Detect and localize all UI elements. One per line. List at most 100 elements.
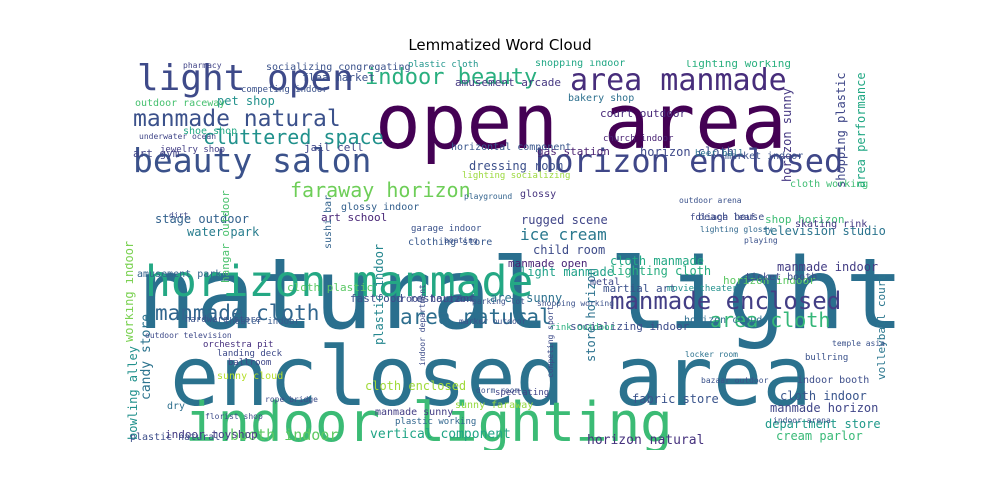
word-dirt: dirt: [169, 211, 188, 220]
word-faraway-horizon: faraway horizon: [290, 178, 471, 202]
word-orchestra-pit: orchestra pit: [203, 340, 273, 350]
word-manmade-natural: manmade natural: [133, 106, 341, 132]
word-enclosed-area: enclosed area: [170, 330, 812, 425]
word-sunny-faraway: sunny faraway: [455, 400, 533, 411]
word-indoor-department: indoor department: [418, 284, 427, 366]
word-child-room: child room: [533, 243, 605, 257]
word-indoor-booth: indoor booth: [797, 375, 869, 386]
word-indoor-toyshop: indoor toyshop: [165, 428, 258, 441]
word-beer-hall: beer hall: [695, 149, 744, 159]
word-flea-market: flea market: [302, 71, 375, 84]
word-art-gym: art gym: [133, 147, 180, 160]
word-shopping-working: shopping working: [537, 299, 614, 308]
word-volleyball-court: volleyball court: [875, 274, 888, 380]
word-lighting-working: lighting working: [685, 60, 791, 70]
word-bullring: bullring: [805, 353, 848, 363]
word-area-performance: area performance: [854, 72, 868, 188]
word-ice-cream: ice cream: [520, 225, 607, 244]
word-clothing-store: clothing store: [408, 237, 492, 248]
word-jail-cell: jail cell: [304, 141, 364, 154]
word-art-school: art school: [321, 211, 387, 224]
word-manmade-enclosed: manmade enclosed: [610, 287, 841, 315]
word-ticket-booth: ticket booth: [745, 272, 817, 283]
word-gas-station: gas station: [537, 145, 610, 158]
word-dorm-room: dorm room: [476, 386, 520, 395]
word-plastic-cloth: plastic cloth: [408, 60, 478, 70]
word-marker-outdoor: marker outdoor: [459, 317, 527, 326]
word-shoe-shop: shoe shop: [183, 126, 237, 137]
word-lighting-glossy: lighting glossy: [700, 225, 772, 234]
word-cloth-manmade: cloth manmade: [610, 254, 704, 268]
word-indoor-lighting: indoor lighting: [185, 391, 673, 450]
word-sushi-bar: sushi bar: [323, 195, 334, 249]
word-rope-bridge: rope bridge: [265, 395, 318, 404]
word-socializing-indoor: socializing indoor: [570, 320, 690, 333]
word-store-horizon: store horizon: [584, 268, 598, 362]
word-boating: boating: [444, 236, 478, 245]
word-garage-indoor: garage indoor: [411, 224, 482, 234]
word-underwater-ocean: underwater ocean: [139, 132, 216, 141]
word-cloth-plastic: cloth plastic: [287, 281, 373, 294]
word-hangar-outdoor: hangar outdoor: [219, 190, 232, 283]
word-parking-lot: parking lot: [472, 297, 525, 306]
word-horizon-natural: horizon natural: [587, 433, 704, 448]
word-plastic-working: plastic working: [395, 417, 476, 427]
word-bazaar-outdoor: bazaar outdoor: [701, 376, 769, 385]
word-competing-indoor: competing indoor: [241, 85, 328, 95]
word-horizon-cloud: horizon cloud: [684, 315, 762, 326]
word-cloth-indoor: cloth indoor: [780, 389, 867, 403]
word-lighting-cloth: lighting cloth: [610, 264, 711, 278]
word-fastfood-restaurant: fastfood restaurant: [350, 292, 476, 305]
word-hardware-store: hardware store: [185, 315, 261, 325]
word-playground: playground: [464, 192, 512, 201]
word-dressing-room: dressing room: [469, 159, 563, 173]
word-manmade-indoor: manmade indoor: [777, 260, 878, 274]
word-florist-shop: florist shop: [205, 412, 263, 421]
word-market-indoor: market indoor: [725, 151, 803, 162]
word-area-sunny: area sunny: [490, 291, 562, 305]
word-outdoor-arena: outdoor arena: [679, 196, 742, 205]
word-cloth-enclosed: cloth enclosed: [365, 379, 466, 393]
word-amusement-park: amusement park: [137, 269, 221, 280]
word-dry: dry: [167, 401, 185, 412]
chart-title: Lemmatized Word Cloud: [408, 36, 592, 54]
word-beauty-salon: beauty salon: [133, 141, 371, 180]
word-area-cloth: area cloth: [710, 308, 830, 332]
word-candy-store: candy store: [139, 314, 154, 400]
word-movie-theater: movie theater: [667, 284, 738, 294]
word-fabric-store: fabric store: [632, 392, 719, 406]
word-room-horizon: room horizon: [400, 294, 472, 305]
word-theater-indoor: theater indoor: [224, 317, 300, 327]
word-manmade-horizon: manmade horizon: [770, 401, 878, 415]
word-indoor-arena: indoor arena: [773, 416, 831, 425]
word-martial-art: martial art: [603, 282, 676, 295]
word-amusement-arcade: amusement arcade: [455, 76, 561, 89]
word-socializing-congregating: socializing congregating: [266, 62, 411, 73]
word-plastic-natural: plastic natural: [130, 432, 220, 443]
word-open-area: open area: [375, 77, 787, 166]
word-sunny-cloud: sunny cloud: [217, 371, 283, 382]
word-church-indoor: church indoor: [603, 134, 674, 144]
word-horizon-sunny: horizon sunny: [780, 88, 794, 182]
word-competing-sport: competing sport: [546, 306, 555, 378]
word-horizon-manmade: horizon manmade: [145, 257, 533, 307]
word-outdoor-raceway: outdoor raceway: [135, 98, 225, 109]
word-light-manmade: light manmade: [520, 265, 614, 279]
word-foliage-leaf: foliage leaf: [690, 213, 755, 223]
word-jewelry-shop: jewelry shop: [160, 145, 225, 155]
word-spectating: spectating: [495, 388, 549, 398]
word-ballroom: ballroom: [228, 358, 271, 368]
word-shop-horizon: shop horizon: [765, 213, 844, 226]
word-light-open: light open: [137, 60, 354, 99]
word-natural-light: natural light: [137, 238, 895, 352]
word-lighting-socializing: lighting socializing: [462, 171, 570, 181]
word-cloth-working: cloth working: [790, 179, 868, 190]
word-skating-rink: skating rink: [795, 219, 867, 230]
word-locker-room: locker room: [685, 350, 738, 359]
word-horizon-cloth: horizon cloth: [640, 145, 734, 159]
word-rink-outdoor: rink outdoor: [550, 323, 616, 333]
word-outdoor-television: outdoor television: [145, 331, 232, 340]
word-working-indoor: working indoor: [125, 241, 136, 342]
word-metal: metal: [590, 277, 620, 288]
